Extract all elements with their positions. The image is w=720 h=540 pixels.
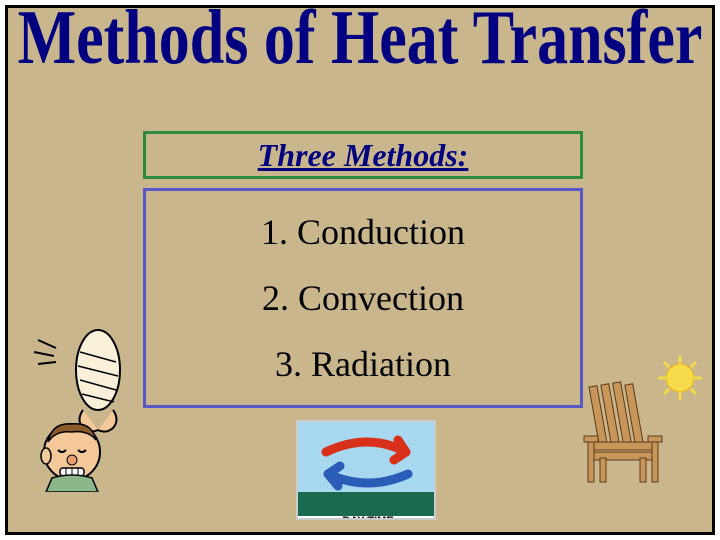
slide-frame: Methods of Heat Transfer Three Methods: … xyxy=(5,5,715,535)
subtitle-box: Three Methods: xyxy=(143,131,583,179)
diagram-caption-text: DAY TIME xyxy=(342,515,393,520)
slide-title: Methods of Heat Transfer xyxy=(8,0,712,83)
method-conduction: 1. Conduction xyxy=(146,211,580,253)
beach-chair-sun-clipart xyxy=(572,352,702,492)
bandaged-person-clipart xyxy=(28,322,168,492)
method-radiation: 3. Radiation xyxy=(146,343,580,385)
methods-list: 1. Conduction 2. Convection 3. Radiation xyxy=(143,188,583,408)
method-convection: 2. Convection xyxy=(146,277,580,319)
convection-diagram: DAY TIME xyxy=(296,420,436,520)
